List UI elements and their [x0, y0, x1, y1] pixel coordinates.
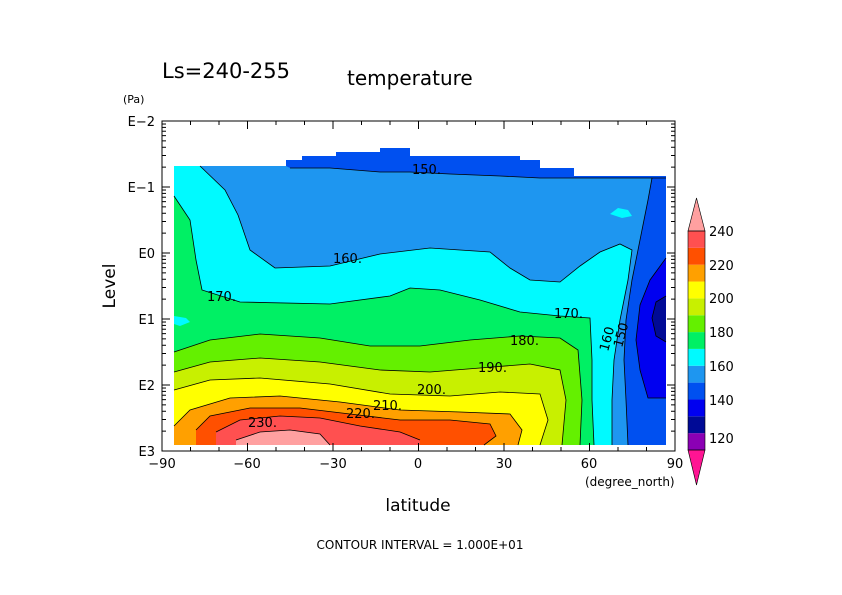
colorbar-label: 180 [709, 326, 734, 341]
colorbar-swatch [688, 231, 705, 248]
colorbar-arrow-top [687, 197, 706, 232]
contour-line-120 [651, 295, 667, 343]
y-axis-unit: (Pa) [123, 93, 144, 106]
colorbar-swatch [688, 416, 705, 434]
colorbar-swatch [688, 348, 705, 366]
band-240-250 [236, 430, 330, 445]
band-140-150-top [286, 148, 666, 178]
contour-interval-note: CONTOUR INTERVAL = 1.000E+01 [317, 538, 524, 552]
band-130-140-right [636, 258, 666, 398]
colorbar-label: 160 [709, 360, 734, 375]
colorbar-label: 220 [709, 259, 734, 274]
y-tick-label: E2 [139, 379, 156, 394]
contour-line-240 [235, 429, 331, 446]
colorbar-label: 120 [709, 432, 734, 447]
contour-labels: 150. 160. 170. 170. 180. 190. 200. 210. … [207, 163, 632, 431]
contour-line-200 [173, 377, 549, 446]
contour-label-150: 150. [412, 163, 441, 178]
colorbar-swatch [688, 247, 705, 265]
colorbar-arrow-bottom [687, 449, 706, 486]
colorbar-swatch [688, 365, 705, 383]
x-tick-label: 60 [581, 457, 598, 472]
band-120-130-right [652, 296, 666, 342]
x-tick-label: 90 [667, 457, 684, 472]
contour-line-220 [195, 407, 497, 446]
y-tick-label: E1 [139, 313, 156, 328]
colorbar-swatch [688, 433, 705, 450]
contour-label-190: 190. [478, 361, 507, 376]
contour-label-170-left: 170. [207, 290, 236, 305]
colorbar [687, 197, 706, 486]
colorbar-swatch [688, 264, 705, 282]
contour-label-170-right: 170. [554, 307, 583, 322]
x-tick-labels: −90 −60 −30 0 30 60 90 [148, 457, 683, 472]
colorbar-swatch [688, 298, 705, 316]
y-tick-label: E0 [139, 247, 156, 262]
colorbar-swatch [688, 332, 705, 349]
contour-label-210: 210. [373, 399, 402, 414]
colorbar-swatch [688, 382, 705, 400]
x-tick-label: 0 [414, 457, 422, 472]
chart-title-variable: temperature [347, 66, 473, 90]
contour-label-160-vertical: 160 [597, 325, 618, 353]
x-axis-unit: (degree_north) [585, 475, 675, 489]
colorbar-label: 200 [709, 292, 734, 307]
x-tick-label: −90 [148, 457, 175, 472]
x-tick-label: −60 [233, 457, 260, 472]
colorbar-frame [687, 230, 706, 451]
contour-field [174, 148, 666, 445]
colorbar-swatch [688, 281, 705, 299]
contour-lines [173, 165, 667, 446]
chart-title-period: Ls=240-255 [162, 59, 290, 83]
contour-line-160 [199, 165, 633, 445]
y-tick-label: E3 [139, 445, 156, 460]
band-160-170-island-a [174, 316, 190, 326]
contour-line-130 [635, 257, 667, 399]
contour-label-150-vertical: 150 [611, 321, 632, 349]
contour-label-230: 230. [248, 416, 277, 431]
x-tick-label: 30 [496, 457, 513, 472]
x-tick-label: −30 [319, 457, 346, 472]
contour-line-150 [290, 167, 666, 179]
y-axis-label: Level [100, 264, 120, 309]
contour-label-220: 220. [346, 407, 375, 422]
contour-label-200: 200. [417, 383, 446, 398]
contour-label-160: 160. [333, 252, 362, 267]
contour-line-150-right [623, 177, 653, 446]
contour-line-210 [173, 395, 523, 446]
y-tick-labels: E−2 E−1 E0 E1 E2 E3 [128, 115, 155, 460]
contour-line-190 [173, 357, 567, 446]
contour-line-180 [173, 333, 583, 446]
y-tick-label: E−1 [128, 181, 155, 196]
colorbar-label: 140 [709, 394, 734, 409]
axis-ticks [161, 120, 676, 452]
contour-line-230 [215, 415, 421, 441]
contour-line-170 [173, 195, 595, 446]
x-axis-label: latitude [385, 496, 450, 516]
colorbar-labels: 120 140 160 180 200 220 240 [709, 225, 734, 447]
contour-label-180: 180. [510, 334, 539, 349]
colorbar-swatch [688, 315, 705, 333]
band-160-170-island-b [610, 208, 632, 218]
y-tick-label: E−2 [128, 115, 155, 130]
colorbar-swatch [688, 399, 705, 417]
colorbar-label: 240 [709, 225, 734, 240]
